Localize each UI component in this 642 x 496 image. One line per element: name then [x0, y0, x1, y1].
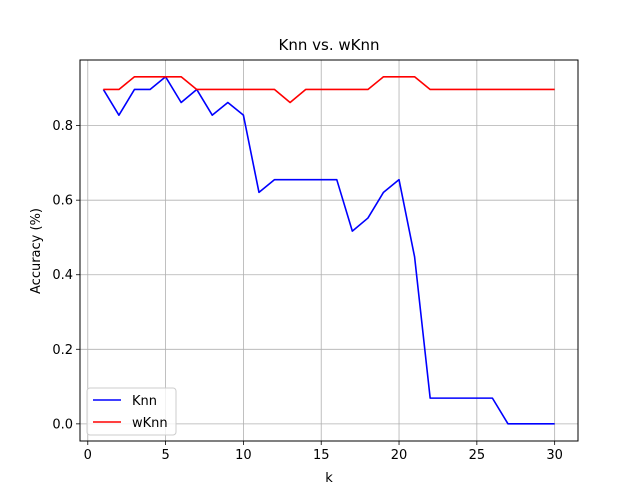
- grid: [80, 60, 578, 441]
- x-tick-label: 0: [84, 448, 92, 463]
- x-tick-label: 10: [235, 448, 252, 463]
- y-axis-label: Accuracy (%): [29, 208, 44, 294]
- series-line-wknn: [103, 75, 555, 104]
- y-tick-label: 0.6: [52, 194, 73, 209]
- y-tick-label: 0.2: [52, 343, 73, 358]
- series-line-knn: [102, 75, 555, 425]
- x-tick-label: 15: [313, 448, 330, 463]
- x-tick-label: 20: [391, 448, 408, 463]
- y-axis-ticks: 0.0 0.2 0.4 0.6 0.8: [52, 119, 80, 432]
- plot-area-frame: [79, 59, 579, 442]
- x-tick-label: 25: [469, 448, 486, 463]
- x-tick-label: 5: [161, 448, 169, 463]
- x-axis-label: k: [325, 471, 333, 486]
- x-axis-ticks: 0 5 10 15 20 25 30: [84, 441, 563, 463]
- y-tick-label: 0.4: [52, 268, 73, 283]
- legend-label: Knn: [132, 394, 157, 409]
- y-tick-label: 0.8: [52, 119, 73, 134]
- x-tick-label: 30: [546, 448, 563, 463]
- legend: Knn wKnn: [86, 387, 177, 436]
- y-tick-label: 0.0: [52, 417, 73, 432]
- chart-title: Knn vs. wKnn: [279, 36, 380, 54]
- series-lines: [102, 75, 555, 425]
- legend-label: wKnn: [132, 416, 168, 431]
